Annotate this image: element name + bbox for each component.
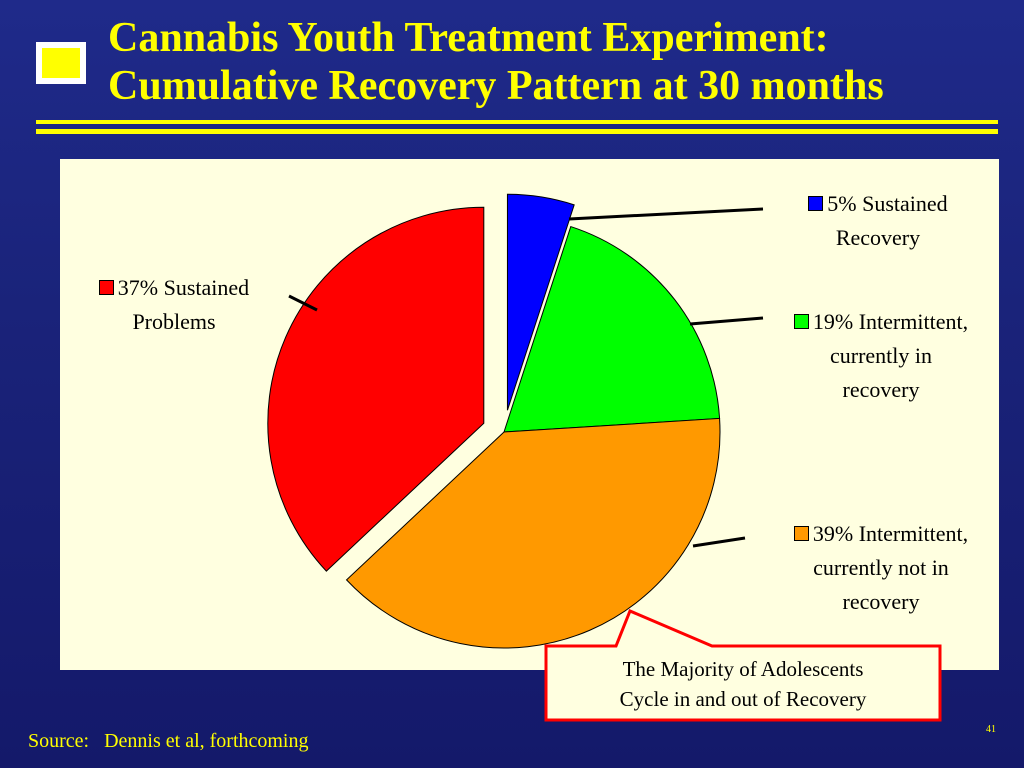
source-citation: Source: Dennis et al, forthcoming (28, 730, 309, 753)
legend-label-line1: 37% Sustained (117, 275, 250, 300)
legend-swatch-green-icon (793, 314, 809, 329)
pie-slice-intermittent-in (503, 225, 721, 433)
callout-line-1: The Majority of Adolescents (622, 657, 864, 681)
legend-label-line2: currently in (829, 343, 933, 368)
page-number: 41 (986, 724, 996, 735)
legend-swatch-orange-icon (793, 526, 809, 541)
pie-slice-sustained-problems (267, 206, 485, 572)
leader-line-sustained-recovery (568, 207, 764, 221)
callout-line-2: Cycle in and out of Recovery (619, 687, 867, 711)
legend-label-line2: currently not in (813, 555, 949, 580)
pie-slice-sustained-recovery (506, 193, 575, 411)
legend-swatch-red-icon (98, 280, 114, 295)
leader-line-intermittent-in (689, 316, 764, 326)
legend-label-line2: Problems (132, 309, 216, 334)
callout-text: The Majority of Adolescents Cycle in and… (546, 648, 940, 720)
legend-label-line2: Recovery (835, 225, 921, 250)
legend-intermittent-in: 19% Intermittent, currently in recovery (766, 305, 996, 407)
title-line-2: Cumulative Recovery Pattern at 30 months (108, 63, 884, 109)
legend-label-line1: 5% Sustained (827, 191, 948, 216)
title-rule-bottom (36, 129, 998, 134)
source-label: Source: (28, 730, 90, 752)
legend-sustained-recovery: 5% Sustained Recovery (768, 187, 988, 255)
legend-label-line3: recovery (842, 589, 920, 614)
legend-swatch-blue-icon (808, 196, 824, 211)
legend-label-line1: 19% Intermittent, (812, 309, 969, 334)
callout-box (544, 609, 942, 722)
leader-line-intermittent-not-in (692, 536, 746, 548)
legend-label-line3: recovery (842, 377, 920, 402)
leader-line-sustained-problems (288, 294, 318, 312)
slide-title: Cannabis Youth Treatment Experiment: Cum… (108, 14, 1008, 110)
legend-label-line1: 39% Intermittent, (812, 521, 969, 546)
source-text: Dennis et al, forthcoming (104, 730, 309, 752)
title-bullet-icon (36, 42, 86, 84)
pie-slice-intermittent-not-in (345, 417, 721, 649)
legend-intermittent-not-in: 39% Intermittent, currently not in recov… (766, 517, 996, 619)
legend-sustained-problems: 37% Sustained Problems (74, 271, 274, 339)
title-rule-top (36, 120, 998, 124)
title-line-1: Cannabis Youth Treatment Experiment: (108, 15, 829, 61)
